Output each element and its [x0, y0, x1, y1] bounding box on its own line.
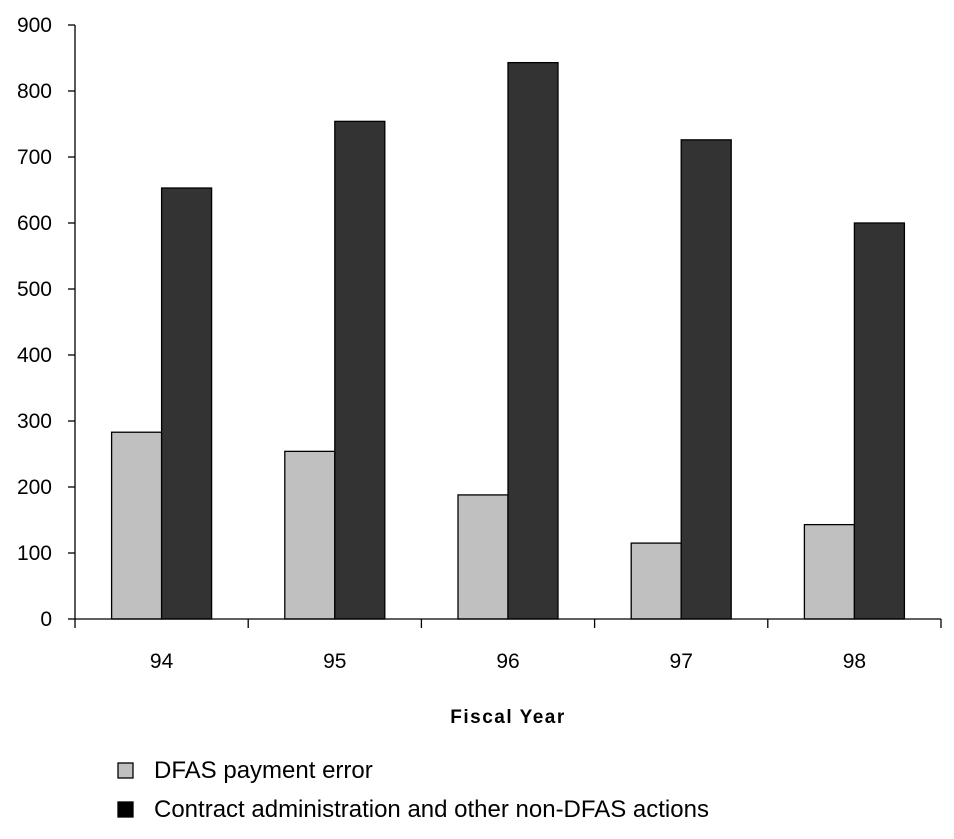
legend-label-dfas-payment-error: DFAS payment error [154, 757, 373, 784]
bar-contract-administration-and-other-non-dfas-actions-98 [853, 222, 906, 620]
x-tick-label-96: 96 [496, 650, 519, 673]
legend-swatch-contract-administration-and-other-non-dfas-actions [117, 801, 134, 818]
axes: 0 100 200 300 400 500 600 700 800 900 94 95 96 97 98 [17, 14, 942, 673]
y-tick-label-600: 600 [17, 212, 52, 235]
x-tick-label-94: 94 [150, 650, 174, 673]
bar-dfas-payment-error-94 [110, 431, 163, 620]
y-tick-label-500: 500 [17, 278, 52, 301]
y-tick-label-0: 0 [40, 608, 52, 631]
bar-dfas-payment-error-97 [630, 542, 682, 620]
plot-area [110, 61, 906, 620]
legend-label-contract-administration-and-other-non-dfas-actions: Contract administration and other non-DF… [154, 796, 709, 823]
legend: DFAS payment error Contract administratio… [117, 757, 709, 823]
bar-contract-administration-and-other-non-dfas-actions-97 [680, 139, 732, 620]
y-tick-label-800: 800 [17, 80, 52, 103]
y-tick-label-400: 400 [17, 344, 52, 367]
y-tick-label-100: 100 [17, 542, 52, 565]
bar-contract-administration-and-other-non-dfas-actions-95 [334, 120, 386, 620]
y-tick-label-900: 900 [17, 14, 52, 37]
x-tick-label-95: 95 [323, 650, 346, 673]
y-tick-label-700: 700 [17, 146, 52, 169]
y-tick-label-300: 300 [17, 410, 52, 433]
x-tick-label-98: 98 [843, 650, 866, 673]
bar-contract-administration-and-other-non-dfas-actions-94 [160, 187, 213, 620]
legend-swatch-dfas-payment-error [117, 762, 134, 779]
bar-dfas-payment-error-95 [284, 450, 336, 620]
y-tick-label-200: 200 [17, 476, 52, 499]
x-tick-label-97: 97 [670, 650, 693, 673]
bar-contract-administration-and-other-non-dfas-actions-96 [507, 61, 559, 620]
bar-dfas-payment-error-96 [457, 494, 509, 620]
x-axis-title: Fiscal Year [450, 707, 565, 728]
bar-dfas-payment-error-98 [803, 523, 856, 620]
